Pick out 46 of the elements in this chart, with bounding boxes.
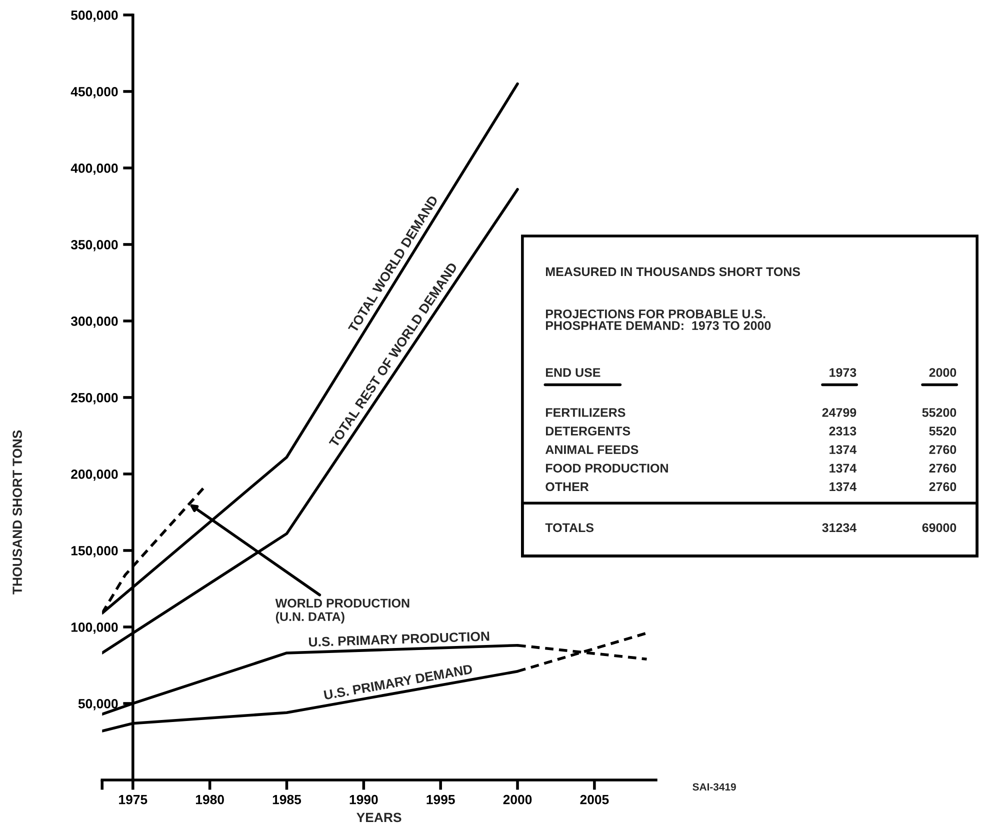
text: U.S. PRIMARY DEMAND: [324, 664, 473, 700]
annotation: TOTALS: [545, 523, 594, 532]
data-label: 2760: [929, 482, 956, 492]
y-axis-title: THOUSAND SHORT TONS: [12, 430, 22, 594]
x-tick-label: 1985: [272, 794, 302, 804]
data-label: 24799: [822, 408, 856, 417]
y-tick-label: 300,000: [70, 316, 118, 328]
y-tick-label: 500,000: [71, 10, 118, 22]
y-tick-label: 400,000: [70, 164, 118, 175]
y-tick-label: 450,000: [70, 87, 118, 98]
category-label: ANIMAL FEEDS: [545, 445, 638, 454]
text: 2000: [929, 368, 956, 377]
data-label: 55200: [922, 408, 956, 417]
x-tick-label: 1980: [196, 794, 224, 804]
data-label: 2313: [829, 426, 856, 436]
category-label: FOOD PRODUCTION: [546, 464, 668, 473]
series-label: U.S. PRIMARY PRODUCTION: [308, 631, 490, 647]
x-axis-title: YEARS: [356, 812, 402, 822]
data-label: 2760: [929, 464, 956, 473]
data-label: 2760: [929, 445, 956, 454]
y-tick-label: 250,000: [71, 393, 118, 404]
category-label: OTHER: [546, 482, 589, 492]
text: 31234: [822, 523, 857, 532]
x-tick-label: 1990: [350, 794, 378, 804]
x-tick-label: 2005: [580, 794, 609, 804]
data-label: 1374: [830, 464, 857, 473]
y-tick-label: 150,000: [71, 546, 118, 558]
text: PROJECTIONS FOR PROBABLE U.S. PHOSPHATE DEMAND: 1973 TO 2000: [546, 309, 771, 330]
text: SAI-3419: [692, 783, 736, 791]
x-tick-label: 1995: [426, 794, 455, 804]
x-tick-label: 1975: [119, 794, 148, 804]
category-label: DETERGENTS: [546, 426, 630, 436]
data-label: 1374: [830, 445, 857, 454]
text: WORLD PRODUCTION (U.N. DATA): [275, 598, 410, 624]
text: MEASURED IN THOUSANDS SHORT TONS: [546, 267, 800, 276]
data-label: 1374: [830, 482, 857, 492]
y-tick-label: 100,000: [71, 622, 118, 634]
series-label: 1973: [830, 368, 856, 377]
data-label: 5520: [929, 426, 956, 436]
y-tick-label: 350,000: [70, 240, 118, 252]
y-tick-label: 200,000: [71, 470, 118, 481]
category-label: FERTILIZERS: [546, 408, 626, 417]
text: END USE: [546, 368, 600, 377]
x-tick-label: 2000: [503, 794, 532, 804]
text: 69000: [922, 523, 956, 532]
y-tick-label: 50,000: [78, 699, 118, 710]
